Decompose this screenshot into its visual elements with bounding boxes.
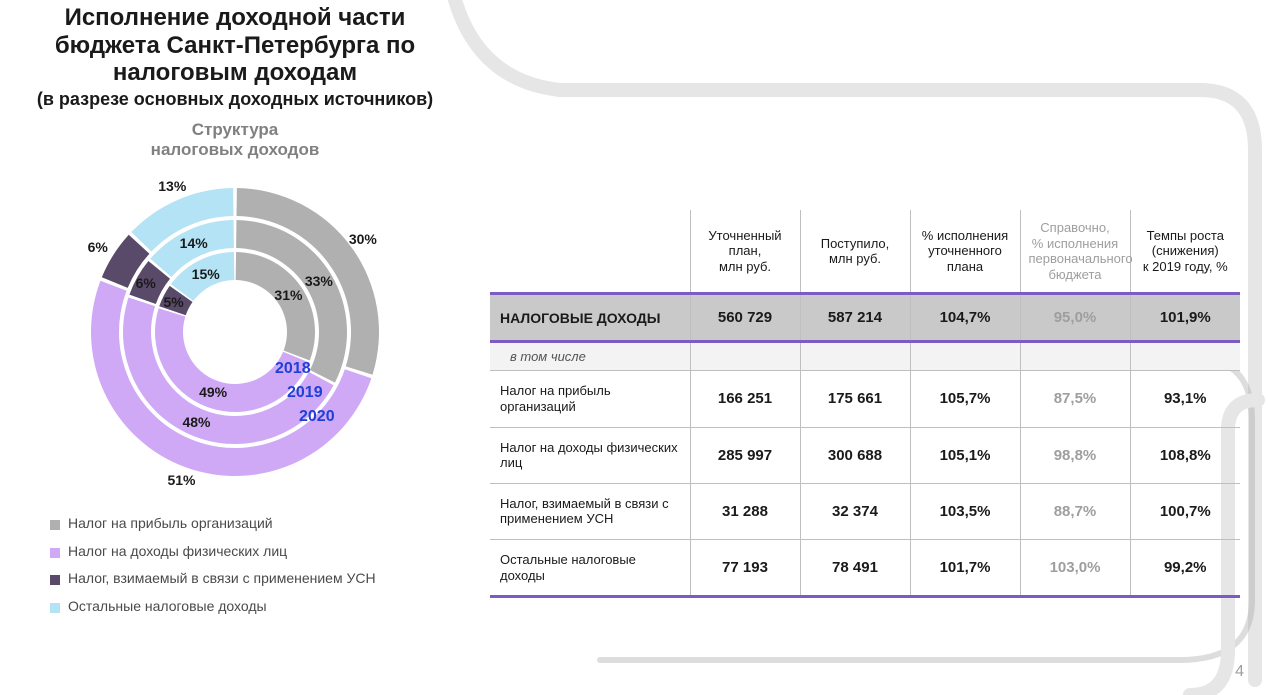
- cell-name: Налог на доходы физических лиц: [490, 427, 690, 483]
- table-row: Налог, взимаемый в связи с применением У…: [490, 483, 1240, 539]
- legend-item-profit: Налог на прибыль организаций: [50, 515, 410, 533]
- cell-actual: 78 491: [800, 539, 910, 596]
- subhead-actual: [800, 342, 910, 371]
- cell-exec: 101,7%: [910, 539, 1020, 596]
- cell-plan: 285 997: [690, 427, 800, 483]
- cell-actual: 300 688: [800, 427, 910, 483]
- chart-title: Структураналоговых доходов: [30, 120, 440, 159]
- subhead-name: в том числе: [490, 342, 690, 371]
- table-col-actual: Поступило,млн руб.: [800, 210, 910, 294]
- cell-plan: 166 251: [690, 371, 800, 427]
- page-number: 4: [1235, 663, 1244, 681]
- cell-growth: 93,1%: [1130, 371, 1240, 427]
- subhead-exec: [910, 342, 1020, 371]
- cell-growth: 100,7%: [1130, 483, 1240, 539]
- cell-ref: 98,8%: [1020, 427, 1130, 483]
- table-body: НАЛОГОВЫЕ ДОХОДЫ560 729587 214104,7%95,0…: [490, 294, 1240, 597]
- donut-label-2019-profit: 33%: [305, 273, 333, 289]
- table-row: Налог на доходы физических лиц285 997300…: [490, 427, 1240, 483]
- legend-label: Налог, взимаемый в связи с применением У…: [68, 570, 376, 588]
- total-actual: 587 214: [800, 294, 910, 342]
- table-row: Остальные налоговые доходы77 19378 49110…: [490, 539, 1240, 596]
- donut-label-2018-other: 15%: [192, 266, 220, 282]
- total-plan: 560 729: [690, 294, 800, 342]
- cell-name: Остальные налоговые доходы: [490, 539, 690, 596]
- cell-growth: 108,8%: [1130, 427, 1240, 483]
- cell-actual: 175 661: [800, 371, 910, 427]
- donut-legend: Налог на прибыль организаций Налог на дох…: [50, 515, 440, 615]
- donut-label-2018-usn: 5%: [163, 294, 183, 310]
- table-col-exec: % исполнения уточненного плана: [910, 210, 1020, 294]
- cell-plan: 31 288: [690, 483, 800, 539]
- slide: Исполнение доходной части бюджета Санкт-…: [0, 0, 1268, 695]
- donut-label-2020-usn: 6%: [88, 239, 108, 255]
- cell-actual: 32 374: [800, 483, 910, 539]
- donut-label-2020-ndfl: 51%: [167, 472, 195, 488]
- total-ref: 95,0%: [1020, 294, 1130, 342]
- cell-ref: 103,0%: [1020, 539, 1130, 596]
- legend-item-usn: Налог, взимаемый в связи с применением У…: [50, 570, 410, 588]
- donut-ring-label-2018: 2018: [275, 360, 311, 378]
- legend-label: Остальные налоговые доходы: [68, 598, 267, 616]
- donut-label-2018-profit: 31%: [274, 287, 302, 303]
- donut-ring-label-2020: 2020: [299, 408, 335, 426]
- legend-item-ndfl: Налог на доходы физических лиц: [50, 543, 410, 561]
- legend-swatch-usn: [50, 575, 60, 585]
- main-title: Исполнение доходной части бюджета Санкт-…: [30, 4, 440, 87]
- subhead-growth: [1130, 342, 1240, 371]
- total-exec: 104,7%: [910, 294, 1020, 342]
- cell-exec: 105,7%: [910, 371, 1020, 427]
- cell-name: Налог на прибыль организаций: [490, 371, 690, 427]
- total-growth: 101,9%: [1130, 294, 1240, 342]
- table-header-row: Уточненный план,млн руб.Поступило,млн ру…: [490, 210, 1240, 294]
- donut-ring-label-2019: 2019: [287, 384, 323, 402]
- donut-label-2019-usn: 6%: [136, 275, 156, 291]
- cell-name: Налог, взимаемый в связи с применением У…: [490, 483, 690, 539]
- cell-exec: 105,1%: [910, 427, 1020, 483]
- tax-table: Уточненный план,млн руб.Поступило,млн ру…: [490, 210, 1240, 598]
- subhead-ref: [1020, 342, 1130, 371]
- table-col-ref: Справочно,% исполнения первоначального б…: [1020, 210, 1130, 294]
- legend-swatch-ndfl: [50, 548, 60, 558]
- donut-label-2019-ndfl: 48%: [182, 414, 210, 430]
- table-col-growth: Темпы роста (снижения)к 2019 году, %: [1130, 210, 1240, 294]
- cell-exec: 103,5%: [910, 483, 1020, 539]
- cell-ref: 87,5%: [1020, 371, 1130, 427]
- table-col-name: [490, 210, 690, 294]
- table-subhead-row: в том числе: [490, 342, 1240, 371]
- sub-title: (в разрезе основных доходных источников): [30, 89, 440, 111]
- cell-ref: 88,7%: [1020, 483, 1130, 539]
- legend-swatch-other: [50, 603, 60, 613]
- donut-label-2019-other: 14%: [180, 235, 208, 251]
- donut-chart: 31% 49% 5% 15% 2018 33% 48% 6% 14% 2019 30% 51% 6% 13…: [70, 167, 400, 497]
- cell-plan: 77 193: [690, 539, 800, 596]
- legend-label: Налог на доходы физических лиц: [68, 543, 287, 561]
- table-row: Налог на прибыль организаций166 251175 6…: [490, 371, 1240, 427]
- table-col-plan: Уточненный план,млн руб.: [690, 210, 800, 294]
- subhead-plan: [690, 342, 800, 371]
- legend-item-other: Остальные налоговые доходы: [50, 598, 410, 616]
- donut-label-2020-profit: 30%: [349, 231, 377, 247]
- left-column: Исполнение доходной части бюджета Санкт-…: [30, 0, 440, 625]
- table-total-row: НАЛОГОВЫЕ ДОХОДЫ560 729587 214104,7%95,0…: [490, 294, 1240, 342]
- legend-label: Налог на прибыль организаций: [68, 515, 273, 533]
- donut-label-2018-ndfl: 49%: [199, 384, 227, 400]
- cell-growth: 99,2%: [1130, 539, 1240, 596]
- legend-swatch-profit: [50, 520, 60, 530]
- donut-label-2020-other: 13%: [158, 178, 186, 194]
- total-name: НАЛОГОВЫЕ ДОХОДЫ: [490, 294, 690, 342]
